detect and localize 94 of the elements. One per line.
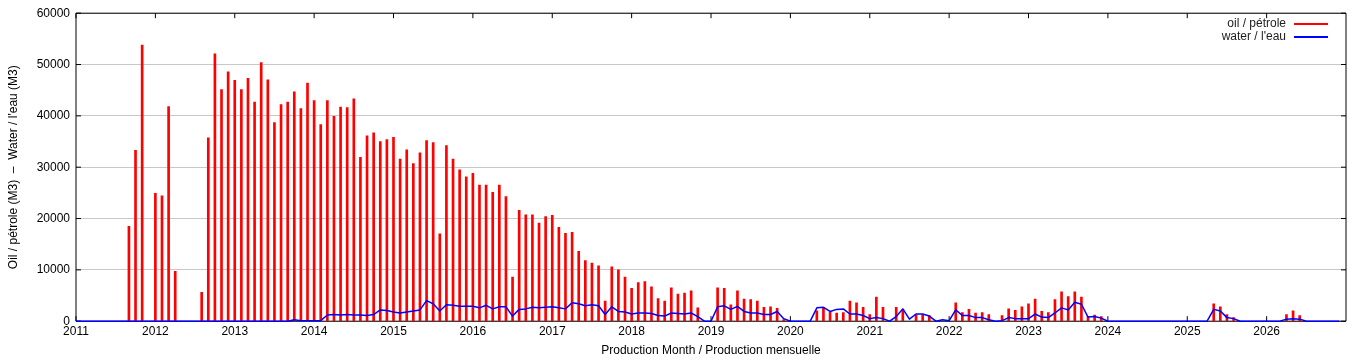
bar: [835, 312, 839, 322]
bar: [173, 271, 177, 322]
x-tick-label: 2023: [1015, 323, 1043, 338]
x-tick-label: 2020: [777, 323, 805, 338]
bar: [683, 292, 686, 322]
bar: [266, 79, 270, 322]
bar: [378, 141, 382, 322]
y-tick-label: 60000: [36, 5, 71, 20]
bar: [722, 288, 726, 322]
x-tick-label: 2024: [1094, 323, 1122, 338]
x-tick-label: 2015: [380, 323, 408, 338]
x-tick-label: 2012: [142, 323, 170, 338]
bar: [736, 290, 739, 322]
bar: [392, 137, 395, 322]
bar: [577, 251, 581, 322]
bar: [286, 101, 289, 322]
legend-label: oil / pétrole: [1227, 16, 1286, 31]
bar: [822, 307, 825, 322]
y-tick-label: 50000: [36, 56, 71, 71]
bar: [716, 287, 719, 322]
bar: [167, 106, 170, 322]
bar: [669, 287, 673, 322]
bar: [240, 89, 243, 322]
bar: [663, 300, 667, 322]
bar: [498, 184, 501, 322]
bar: [544, 216, 547, 322]
bar: [273, 122, 276, 322]
bar: [550, 215, 554, 322]
x-tick-label: 2016: [459, 323, 487, 338]
bar: [206, 137, 210, 322]
bar: [755, 300, 759, 322]
bar: [511, 276, 514, 322]
bar: [875, 296, 878, 322]
bar: [650, 286, 653, 322]
bar: [326, 100, 329, 322]
bar: [636, 282, 640, 322]
bar: [233, 80, 237, 322]
bar: [200, 292, 204, 322]
y-tick-label: 20000: [36, 210, 71, 225]
bar: [464, 176, 468, 322]
bar: [405, 149, 409, 322]
bar: [134, 149, 137, 322]
bar: [630, 288, 633, 322]
bar: [583, 260, 587, 322]
bar: [1027, 303, 1030, 322]
y-axis-title: Oil / pétrole (M3) – Water / l'eau (M3): [5, 65, 20, 270]
bar: [359, 157, 362, 322]
bar: [445, 145, 448, 322]
legend-label: water / l'eau: [1221, 29, 1286, 44]
bar: [491, 192, 495, 322]
bar: [438, 233, 442, 322]
y-tick-label: 30000: [36, 159, 71, 174]
bar: [564, 233, 567, 322]
bar: [1013, 310, 1017, 322]
x-tick-label: 2013: [221, 323, 249, 338]
bar: [524, 214, 528, 322]
bar: [412, 163, 415, 322]
bar: [610, 266, 614, 322]
bar: [749, 299, 753, 322]
bar: [617, 269, 620, 322]
bar: [478, 184, 481, 322]
bar: [292, 91, 296, 322]
bar: [769, 306, 772, 322]
x-tick-label: 2017: [538, 323, 566, 338]
bar: [1060, 291, 1063, 322]
bar: [372, 132, 375, 322]
x-tick-label: 2026: [1253, 323, 1281, 338]
bar: [253, 101, 256, 322]
bar: [425, 140, 428, 322]
bar: [597, 265, 600, 322]
bar: [1066, 296, 1070, 322]
bar: [1073, 291, 1077, 322]
bar: [220, 89, 223, 322]
x-tick-label: 2018: [618, 323, 646, 338]
bar: [517, 209, 521, 322]
bar: [154, 193, 157, 322]
bar: [319, 124, 323, 322]
bar: [259, 62, 263, 322]
x-axis-title: Production Month / Production mensuelle: [601, 343, 822, 358]
bar: [458, 169, 461, 322]
x-tick-label: 2021: [856, 323, 884, 338]
x-tick-label: 2014: [300, 323, 328, 338]
bar: [841, 312, 845, 322]
bar: [531, 214, 534, 322]
bar: [345, 107, 349, 322]
bar: [352, 98, 356, 322]
x-tick-label: 2019: [697, 323, 725, 338]
bar: [306, 82, 309, 322]
bar: [431, 142, 435, 322]
y-tick-label: 10000: [36, 262, 71, 277]
bar: [339, 106, 342, 322]
y-tick-label: 40000: [36, 108, 71, 123]
x-tick-label: 2022: [935, 323, 963, 338]
x-tick-label: 2025: [1173, 323, 1201, 338]
